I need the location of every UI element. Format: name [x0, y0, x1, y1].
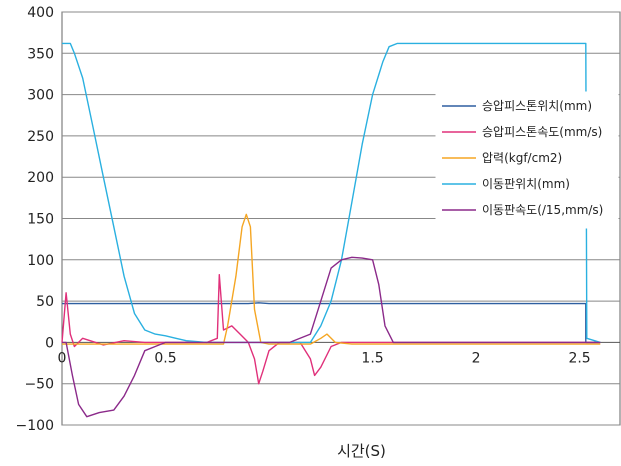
x-tick-label: 2.5	[568, 350, 590, 366]
y-tick-label: 200	[27, 170, 54, 186]
y-tick-label: 300	[27, 88, 54, 104]
y-tick-label: 350	[27, 46, 54, 62]
series-line-1	[62, 302, 601, 344]
legend-entry: 압력(kgf/cm2)	[482, 151, 562, 165]
y-tick-label: 0	[45, 335, 54, 351]
x-tick-label: 0.5	[154, 350, 176, 366]
y-tick-label: 400	[27, 5, 54, 21]
y-tick-label: 50	[36, 294, 54, 310]
x-tick-label: 1.5	[361, 350, 383, 366]
y-tick-label: 150	[27, 212, 54, 228]
series-line-5	[62, 256, 601, 418]
y-tick-label: −100	[16, 418, 54, 434]
x-tick-label: 2	[472, 350, 481, 366]
y-tick-label: 100	[27, 253, 54, 269]
legend-entry: 이동판속도(/15,mm/s)	[482, 203, 603, 217]
series-line-3	[62, 213, 601, 345]
legend: 승압피스톤위치(mm) 승압피스톤속도(mm/s) 압력(kgf/cm2) 이동판위치…	[435, 91, 619, 229]
legend-box	[435, 91, 619, 229]
x-axis-label: 시간(S)	[337, 442, 386, 460]
y-tick-label: −50	[24, 377, 54, 393]
legend-entry: 이동판위치(mm)	[482, 177, 570, 191]
x-tick-label: 0	[58, 350, 67, 366]
x-axis-ticks: 0 0.5 1.5 2 2.5	[58, 350, 591, 366]
series-lines	[61, 42, 601, 418]
y-tick-label: 250	[27, 129, 54, 145]
y-axis-ticks: 400 350 300 250 200 150 100 50 0 −50 −100	[16, 5, 54, 434]
legend-entry: 승압피스톤위치(mm)	[482, 99, 592, 113]
legend-entry: 승압피스톤속도(mm/s)	[482, 125, 602, 139]
